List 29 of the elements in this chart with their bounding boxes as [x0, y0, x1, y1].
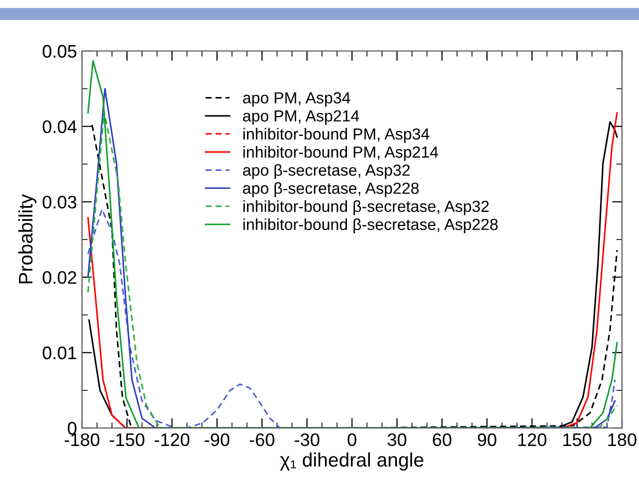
- y-tick-label: 0.02: [42, 271, 76, 284]
- x-axis-title: χ₁ dihedral angle: [280, 452, 424, 471]
- x-tick-label: -90: [204, 433, 230, 446]
- legend-label: inhibitor-bound PM, Asp214: [243, 146, 438, 161]
- legend-label: inhibitor-bound PM, Asp34: [243, 128, 430, 143]
- x-tick-label: 30: [388, 433, 406, 446]
- legend-label: apo PM, Asp214: [243, 110, 360, 125]
- x-tick-label: -60: [250, 433, 274, 446]
- y-tick-label: 0.05: [42, 44, 76, 58]
- y-tick-label: 0.03: [42, 196, 76, 209]
- x-tick-label: -120: [154, 433, 190, 446]
- legend-label: inhibitor-bound β-secretase, Asp32: [243, 200, 489, 216]
- x-tick-label: 60: [432, 433, 452, 446]
- legend-label: inhibitor-bound β-secretase, Asp228: [243, 218, 498, 234]
- y-tick-label: 0: [68, 422, 76, 435]
- legend-label: apo β-secretase, Asp32: [243, 164, 410, 179]
- legend-label: apo β-secretase, Asp228: [243, 182, 419, 198]
- legend-label: apo PM, Asp34: [243, 92, 350, 107]
- x-tick-label: -150: [110, 433, 144, 446]
- x-tick-label: 120: [518, 433, 546, 446]
- x-tick-label: 180: [608, 433, 636, 446]
- y-tick-label: 0.04: [42, 120, 77, 134]
- x-tick-label: 90: [478, 433, 496, 446]
- y-axis-title: Probability: [18, 194, 36, 284]
- x-tick-label: -30: [294, 433, 320, 446]
- x-tick-label: -180: [64, 433, 100, 446]
- y-tick-label: 0.01: [42, 346, 76, 360]
- x-tick-label: 150: [563, 433, 592, 446]
- x-tick-label: 0: [348, 433, 356, 446]
